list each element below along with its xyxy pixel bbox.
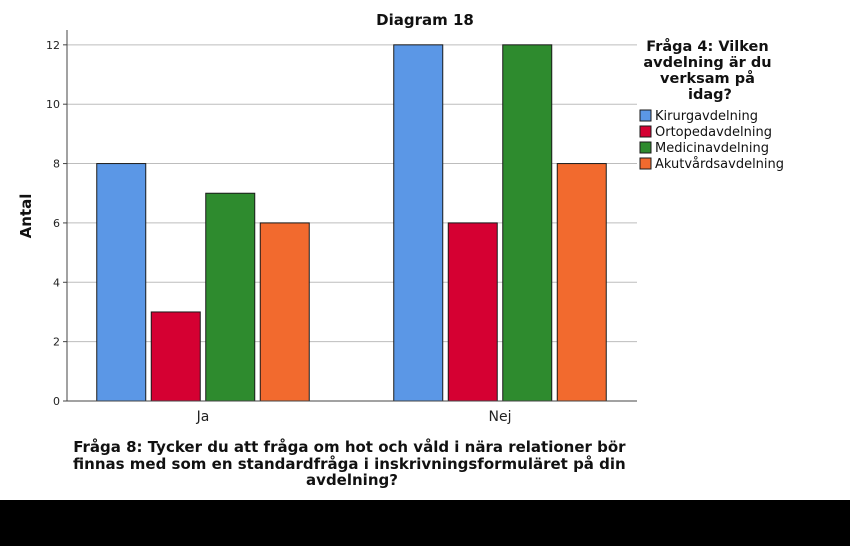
legend-title-line: avdelning är du (643, 55, 771, 71)
y-tick-label: 10 (46, 98, 60, 111)
legend: Fråga 4: Vilken avdelning är du verksam … (639, 38, 784, 172)
bar (205, 192, 256, 402)
bars (96, 44, 607, 402)
y-tick-label: 8 (53, 158, 60, 171)
y-tick-label: 4 (53, 276, 60, 289)
legend-label: Kirurgavdelning (655, 109, 758, 124)
bar (393, 44, 444, 402)
x-tick-label: Nej (489, 409, 512, 425)
y-tick-label: 2 (53, 336, 60, 349)
y-axis-label: Antal (17, 194, 35, 239)
legend-swatch (639, 157, 652, 170)
legend-label: Medicinavdelning (655, 141, 769, 156)
axes (66, 30, 637, 402)
y-tick-label: 0 (53, 395, 60, 408)
x-tick-label: Ja (196, 409, 210, 425)
legend-title: Fråga 4: Vilken avdelning är du verksam … (643, 38, 776, 103)
bar-chart: Diagram 18 0 2 4 6 8 10 12 Ja Nej Antal Fråga 8… (17, 11, 784, 489)
legend-label: Akutvårdsavdelning (655, 157, 784, 172)
y-tick-label: 6 (53, 217, 60, 230)
legend-swatch (639, 109, 652, 122)
x-axis-label-line: avdelning? (306, 471, 398, 489)
legend-title-line: Fråga 4: Vilken (646, 38, 768, 55)
legend-label: Ortopedavdelning (655, 125, 772, 140)
bar (502, 44, 553, 402)
x-axis-label-line: finnas med som en standardfråga i inskri… (73, 455, 626, 473)
legend-title-line: idag? (688, 87, 732, 103)
legend-swatch (639, 125, 652, 138)
legend-swatch (639, 141, 652, 154)
x-axis-label: Fråga 8: Tycker du att fråga om hot och … (73, 438, 631, 489)
x-tick-labels: Ja Nej (196, 409, 512, 425)
legend-title-line: verksam på (660, 70, 755, 87)
y-tick-labels: 0 2 4 6 8 10 12 (46, 39, 60, 408)
bar (556, 163, 607, 402)
x-axis-label-line: Fråga 8: Tycker du att fråga om hot och … (73, 438, 626, 456)
bar (96, 163, 147, 402)
chart-area: Diagram 18 0 2 4 6 8 10 12 Ja Nej Antal Fråga 8… (17, 11, 785, 489)
bar (150, 311, 201, 402)
black-bottom-bar (0, 500, 850, 546)
y-tick-label: 12 (46, 39, 60, 52)
legend-items: KirurgavdelningOrtopedavdelningMedicinav… (639, 109, 784, 172)
bar (259, 222, 310, 402)
chart-title: Diagram 18 (376, 11, 474, 29)
bar (447, 222, 498, 402)
